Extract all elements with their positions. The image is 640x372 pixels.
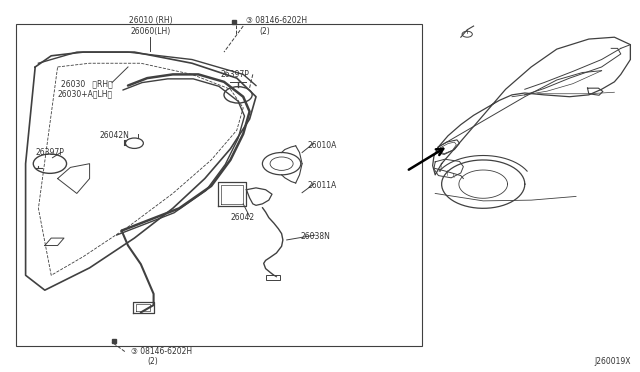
Text: 26030+A〈LH〉: 26030+A〈LH〉 [58,89,113,98]
Text: 26397P: 26397P [221,70,250,79]
Bar [266,275,280,280]
Text: ③ 08146-6202H: ③ 08146-6202H [131,347,193,356]
Text: 26030   〈RH〉: 26030 〈RH〉 [61,79,113,88]
Text: 26038N: 26038N [301,232,331,241]
Text: 26397P: 26397P [35,148,64,157]
Text: ③ 08146-6202H: ③ 08146-6202H [246,16,308,25]
Text: (2): (2) [147,357,158,366]
Bar [16,24,422,346]
Text: 26042: 26042 [230,213,255,222]
Text: 26010 (RH): 26010 (RH) [129,16,172,25]
Text: J260019X: J260019X [594,357,630,366]
Text: (2): (2) [259,27,270,36]
Text: 26011A: 26011A [307,182,337,190]
Text: 26060(LH): 26060(LH) [131,27,170,36]
Text: 26042N: 26042N [99,131,129,140]
Text: 26010A: 26010A [307,141,337,150]
